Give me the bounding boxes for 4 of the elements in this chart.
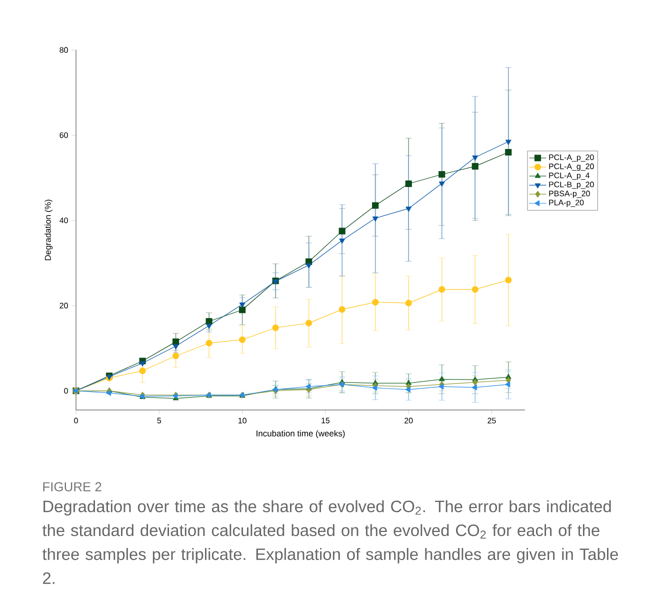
caption: FIGURE 2	[43, 482, 102, 492]
y-axis-title: Degradation (%)	[44, 200, 53, 260]
x-axis-title: Incubation time (weeks)	[256, 430, 345, 438]
text: Degradation over time as the share of evolved CO$_{2}$. The error bars indicated the standard deviation calculated based on the evolved CO$_{2}$ for each of the three samples per triplicate. Explanation of sample handles are given in Table 2.	[42, 500, 618, 584]
